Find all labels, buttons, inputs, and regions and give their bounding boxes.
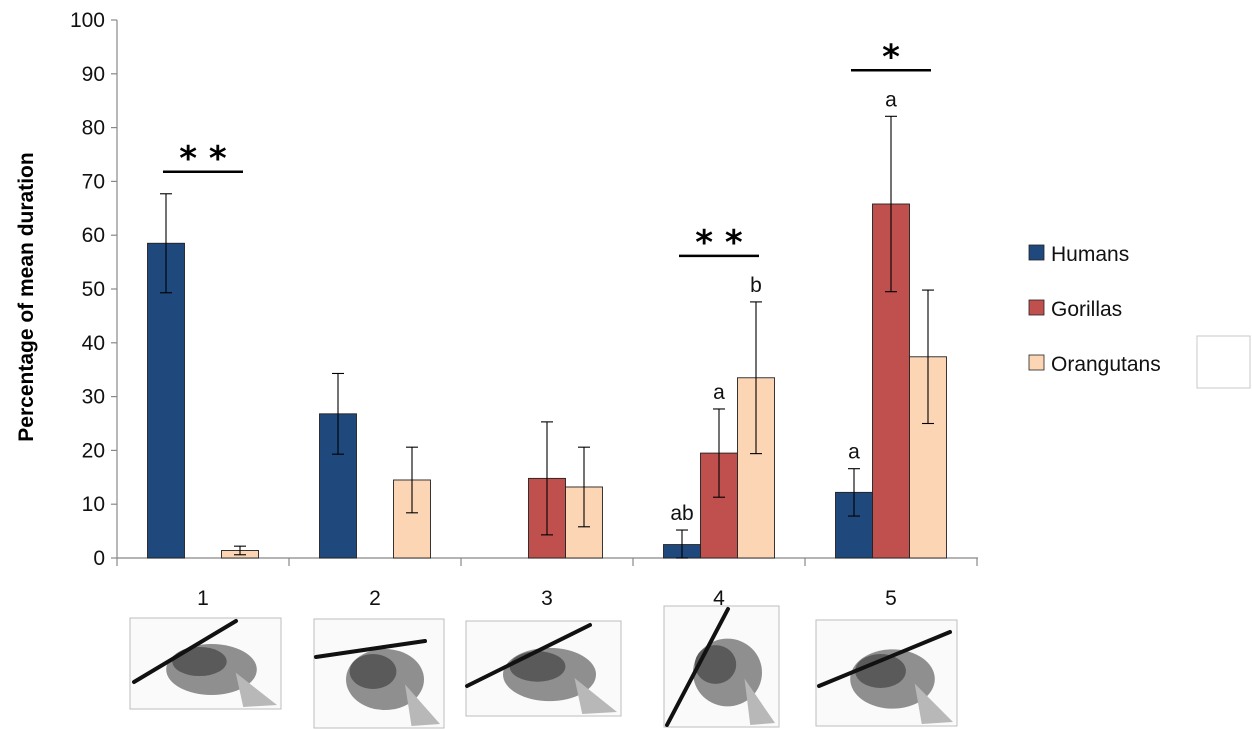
wrist-shape — [744, 678, 775, 725]
wrist-shape — [405, 684, 440, 726]
stick — [132, 619, 238, 684]
legend-label-gorillas: Gorillas — [1051, 298, 1122, 321]
legend-empty-box — [1196, 335, 1251, 389]
legend-swatch-gorillas — [1028, 299, 1045, 316]
y-tick-label: 70 — [82, 170, 105, 193]
wrist-shape — [574, 678, 617, 714]
legend-swatch-orangutans — [1028, 354, 1045, 371]
wrist-shape — [235, 672, 277, 707]
hand-fingers — [855, 654, 906, 688]
y-tick-label: 10 — [82, 493, 105, 516]
hand-grip-2-icon — [313, 618, 445, 729]
stick — [817, 630, 952, 688]
y-tick-label: 90 — [82, 63, 105, 86]
stick — [314, 639, 427, 659]
bar-letter-label: a — [713, 381, 725, 404]
y-tick-label: 60 — [82, 224, 105, 247]
y-tick-label: 80 — [82, 117, 105, 140]
y-tick-label: 20 — [82, 439, 105, 462]
y-tick-label: 40 — [82, 332, 105, 355]
stick — [465, 623, 592, 688]
stick — [665, 607, 730, 727]
chart-legend: Humans Gorillas Orangutans — [1028, 243, 1251, 389]
x-tick-label: 3 — [541, 587, 553, 610]
significance-stars: * * — [179, 139, 227, 179]
hand-grip-5-icon — [815, 619, 958, 727]
y-tick-label: 50 — [82, 278, 105, 301]
y-tick-label: 100 — [70, 9, 105, 32]
legend-swatch-humans — [1028, 244, 1045, 261]
legend-label-humans: Humans — [1051, 243, 1129, 266]
hand-grip-4-icon — [663, 605, 780, 728]
hand-fingers — [172, 646, 227, 677]
hand-grip-1-icon — [129, 617, 282, 710]
significance-stars: * — [882, 37, 900, 77]
x-tick-label: 5 — [885, 587, 897, 610]
y-tick-label: 0 — [93, 547, 105, 570]
x-tick-label: 1 — [197, 587, 209, 610]
legend-label-orangutans: Orangutans — [1051, 353, 1161, 376]
bar-letter-label: b — [750, 274, 762, 297]
x-tick-label: 2 — [369, 587, 381, 610]
wrist-shape — [914, 683, 953, 724]
x-tick-label: 4 — [713, 587, 725, 610]
chart-bars — [147, 115, 947, 559]
hand-fingers — [509, 651, 566, 682]
y-tick-label: 30 — [82, 386, 105, 409]
significance-stars: * * — [695, 223, 743, 263]
bar-orangutans-4 — [737, 377, 775, 559]
bar-humans-1 — [147, 242, 185, 559]
hand-grip-3-icon — [465, 620, 622, 717]
hand-fingers — [349, 654, 397, 689]
chart-axes: 0 10 20 30 40 50 60 70 80 90 100 1 2 3 4 5 Percentage of… — [15, 9, 978, 610]
bar-letter-label: ab — [670, 502, 693, 525]
bar-letter-label: a — [885, 88, 897, 111]
grip-photos — [129, 605, 958, 729]
bar-letter-label: a — [848, 441, 860, 464]
y-axis-label: Percentage of mean duration — [15, 152, 38, 441]
